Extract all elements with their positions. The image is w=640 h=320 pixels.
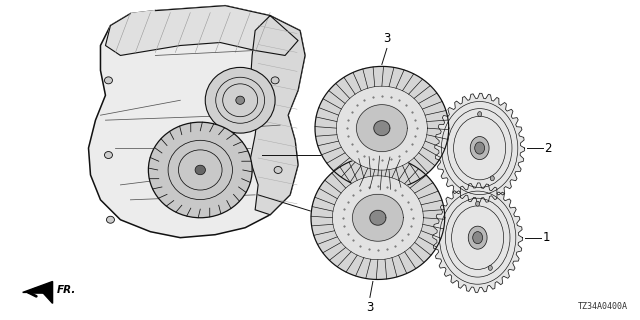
Text: 3: 3 <box>366 301 374 314</box>
Polygon shape <box>370 210 386 225</box>
Polygon shape <box>311 156 445 279</box>
Polygon shape <box>374 121 390 136</box>
Ellipse shape <box>470 137 489 160</box>
Ellipse shape <box>468 226 487 249</box>
Polygon shape <box>435 93 525 203</box>
Polygon shape <box>88 6 305 238</box>
Ellipse shape <box>274 166 282 173</box>
Polygon shape <box>250 16 305 215</box>
Polygon shape <box>315 67 449 190</box>
Ellipse shape <box>195 165 205 175</box>
Ellipse shape <box>488 266 492 270</box>
Ellipse shape <box>205 68 275 133</box>
Polygon shape <box>353 194 403 241</box>
Ellipse shape <box>490 176 494 181</box>
Ellipse shape <box>104 152 113 158</box>
Text: FR.: FR. <box>56 285 76 295</box>
Text: 2: 2 <box>545 141 552 155</box>
Polygon shape <box>337 86 428 170</box>
Polygon shape <box>332 176 423 260</box>
Ellipse shape <box>476 201 479 206</box>
Ellipse shape <box>104 77 113 84</box>
Polygon shape <box>433 183 522 292</box>
Ellipse shape <box>236 96 244 104</box>
Ellipse shape <box>477 112 482 116</box>
Ellipse shape <box>148 122 252 218</box>
Ellipse shape <box>271 77 279 84</box>
Polygon shape <box>106 6 298 55</box>
Ellipse shape <box>475 142 484 154</box>
Text: 3: 3 <box>383 31 390 44</box>
Ellipse shape <box>106 216 115 223</box>
Text: 1: 1 <box>543 231 550 244</box>
Polygon shape <box>22 282 52 303</box>
Text: TZ34A0400A: TZ34A0400A <box>577 302 627 311</box>
Ellipse shape <box>473 232 483 244</box>
Polygon shape <box>356 105 407 152</box>
